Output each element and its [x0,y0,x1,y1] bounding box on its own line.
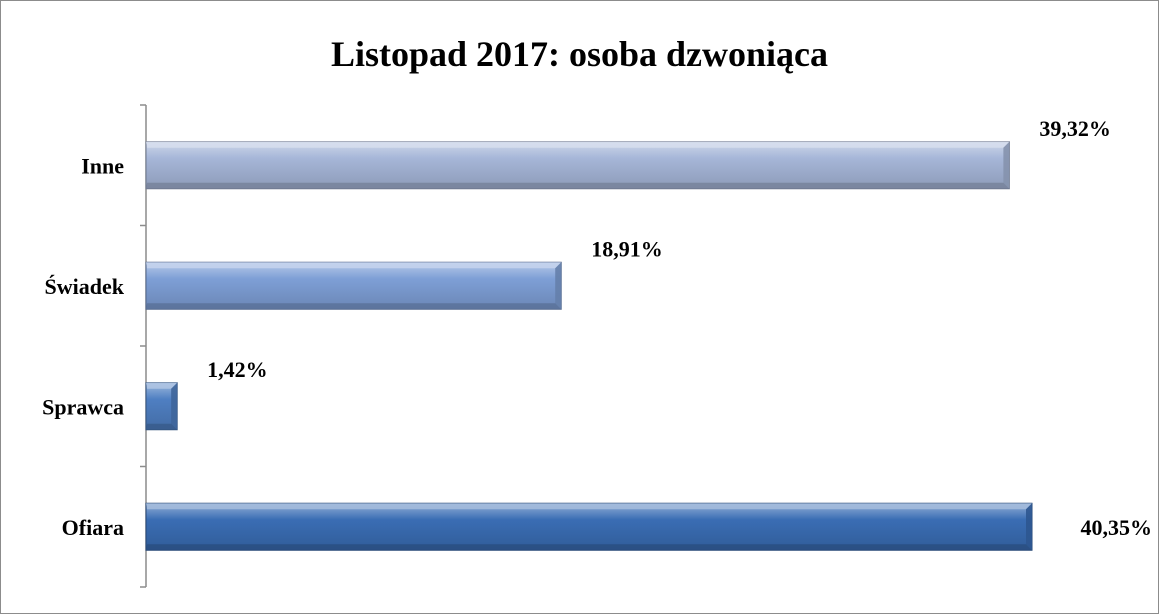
bars-group [145,141,1033,551]
data-label: 39,32% [1039,116,1111,141]
category-label: Świadek [45,274,125,299]
data-label: 18,91% [591,236,663,261]
bar-inne [145,141,1010,190]
category-axis [140,104,147,588]
bar-świadek [145,261,562,310]
data-label: 1,42% [207,357,268,382]
category-label: Inne [81,153,124,178]
labels-group: Inne 39,32% Świadek 18,91% Sprawca 1,42% Ofiar… [42,116,1152,540]
data-label: 40,35% [1081,515,1153,540]
category-label: Ofiara [62,515,124,540]
bar-ofiara [145,502,1033,551]
category-label: Sprawca [42,394,124,419]
bar-sprawca [145,382,178,431]
chart-title: Listopad 2017: osoba dzwoniąca [330,34,829,74]
